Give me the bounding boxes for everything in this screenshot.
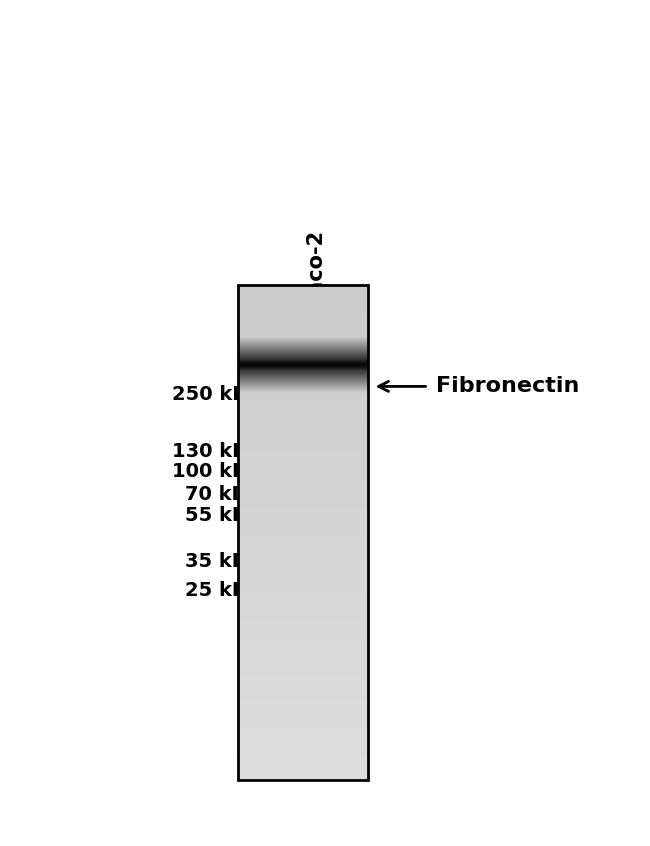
Text: 55 kD: 55 kD	[185, 506, 248, 525]
Text: 70 kD: 70 kD	[185, 485, 248, 503]
Text: 100 kD: 100 kD	[172, 462, 248, 481]
Text: Fibronectin: Fibronectin	[436, 376, 580, 397]
Text: Caco-2: Caco-2	[306, 230, 326, 310]
Text: 35 kD: 35 kD	[185, 552, 248, 571]
Text: 130 kD: 130 kD	[172, 442, 248, 461]
Text: 250 kD: 250 kD	[172, 385, 248, 404]
Text: 25 kD: 25 kD	[185, 581, 248, 600]
